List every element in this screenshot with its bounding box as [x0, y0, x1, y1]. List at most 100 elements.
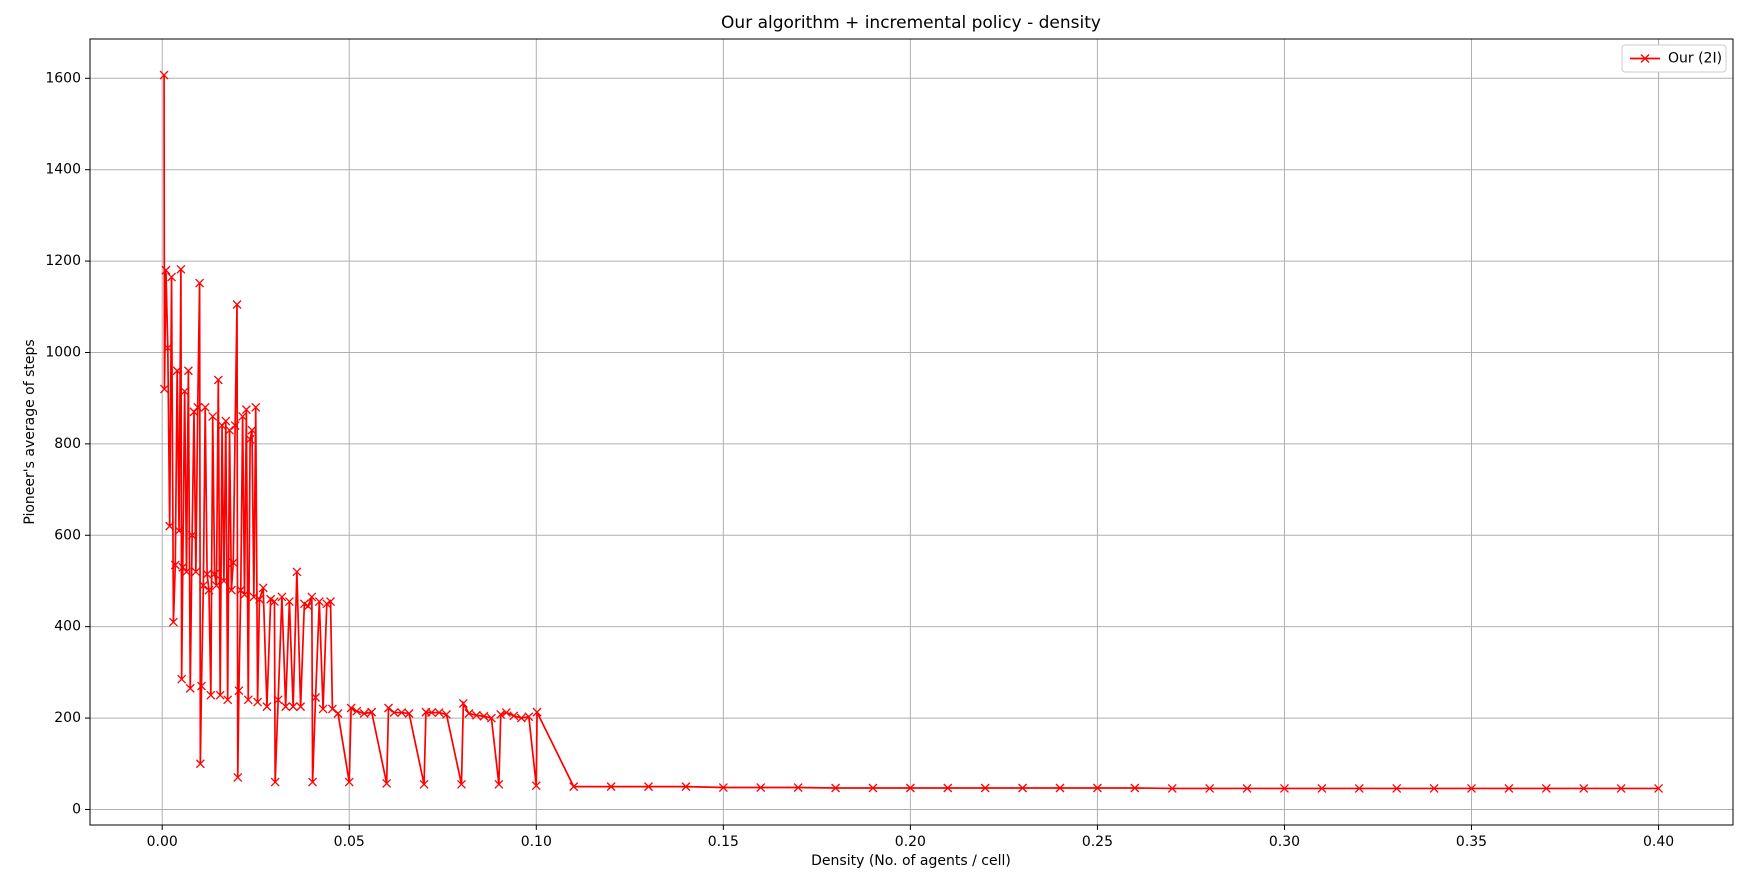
data-point [471, 710, 481, 720]
data-point [245, 434, 255, 444]
data-point [419, 779, 429, 789]
x-tick-label: 0.30 [1269, 834, 1300, 850]
data-point [281, 702, 291, 712]
data-point [247, 425, 257, 435]
data-point [644, 782, 653, 792]
data-point [1579, 783, 1589, 793]
x-tick-label: 0.25 [1082, 834, 1113, 850]
data-point [980, 783, 990, 793]
data-line [163, 75, 1659, 790]
data-point [219, 576, 229, 586]
data-point [273, 695, 283, 705]
data-point [868, 783, 878, 793]
data-point [384, 703, 393, 713]
y-tick-label: 600 [54, 527, 81, 543]
data-point [1242, 783, 1252, 793]
data-point [1429, 783, 1439, 793]
data-point [221, 416, 231, 426]
data-point [296, 702, 306, 712]
data-point [210, 569, 220, 579]
data-point [458, 698, 468, 708]
data-point [238, 412, 248, 421]
x-tick-label: 0.05 [334, 834, 365, 850]
data-point [228, 558, 238, 568]
y-tick-label: 1000 [45, 344, 81, 360]
data-point [569, 782, 579, 792]
data-point [516, 713, 526, 723]
data-point [206, 690, 216, 700]
data-point [496, 709, 506, 719]
data-point [1467, 783, 1476, 793]
data-point [198, 581, 208, 591]
data-point [167, 272, 177, 282]
data-point [215, 690, 225, 700]
data-point [251, 402, 261, 412]
legend: Our (2I) [1621, 44, 1727, 73]
data-point [1616, 783, 1626, 793]
data-point [284, 597, 294, 606]
x-tick-label: 0.10 [521, 834, 552, 850]
legend-box [1621, 44, 1727, 73]
data-point [1092, 783, 1102, 793]
data-point [464, 709, 474, 718]
data-point [241, 405, 251, 415]
data-point [176, 264, 186, 274]
data-point [404, 709, 414, 718]
data-point [1317, 783, 1327, 793]
data-point [277, 592, 287, 602]
data-point [1280, 783, 1289, 793]
data-point [193, 402, 203, 412]
data-point [307, 592, 317, 602]
data-point [532, 707, 542, 717]
data-point [168, 617, 178, 627]
data-point [213, 375, 223, 385]
data-point [1130, 783, 1140, 793]
data-point [501, 708, 511, 718]
data-point [531, 781, 541, 791]
chart-title: Our algorithm + incremental policy - den… [721, 13, 1101, 33]
data-point [182, 567, 191, 577]
data-point [159, 384, 169, 394]
legend-marker [1640, 54, 1650, 63]
data-point [255, 594, 264, 604]
x-tick-label: 0.15 [708, 834, 739, 850]
data-point [1055, 783, 1065, 793]
data-point [681, 782, 691, 792]
data-point [359, 709, 369, 718]
y-axis-label: Pioneer's average of steps [22, 339, 38, 524]
data-point [457, 779, 466, 789]
data-point [195, 759, 205, 769]
data-point [479, 711, 489, 721]
data-point [606, 782, 616, 792]
x-tick-label: 0.35 [1456, 834, 1487, 850]
data-point [230, 421, 240, 431]
data-point [718, 783, 728, 792]
x-axis-label: Density (No. of agents / cell) [811, 853, 1011, 869]
x-tick-label: 0.20 [895, 834, 926, 850]
data-point [233, 773, 243, 782]
data-point [346, 703, 356, 713]
data-point [333, 709, 343, 718]
data-point [318, 704, 328, 714]
data-point [159, 70, 169, 80]
data-point [427, 708, 437, 718]
data-point [486, 713, 496, 723]
data-point [208, 412, 218, 421]
data-point [170, 560, 180, 570]
data-point [262, 702, 272, 712]
y-tick-label: 1600 [45, 70, 81, 86]
data-point [165, 521, 175, 531]
data-point [905, 783, 915, 793]
data-point [240, 590, 249, 600]
data-point [187, 530, 197, 540]
data-point [223, 695, 233, 705]
data-point [185, 683, 195, 693]
data-point [269, 597, 279, 606]
data-point [831, 783, 841, 793]
data-point [211, 581, 221, 591]
data-point [225, 425, 234, 435]
data-point [397, 708, 407, 718]
data-point [180, 386, 190, 396]
data-point [1504, 783, 1514, 793]
